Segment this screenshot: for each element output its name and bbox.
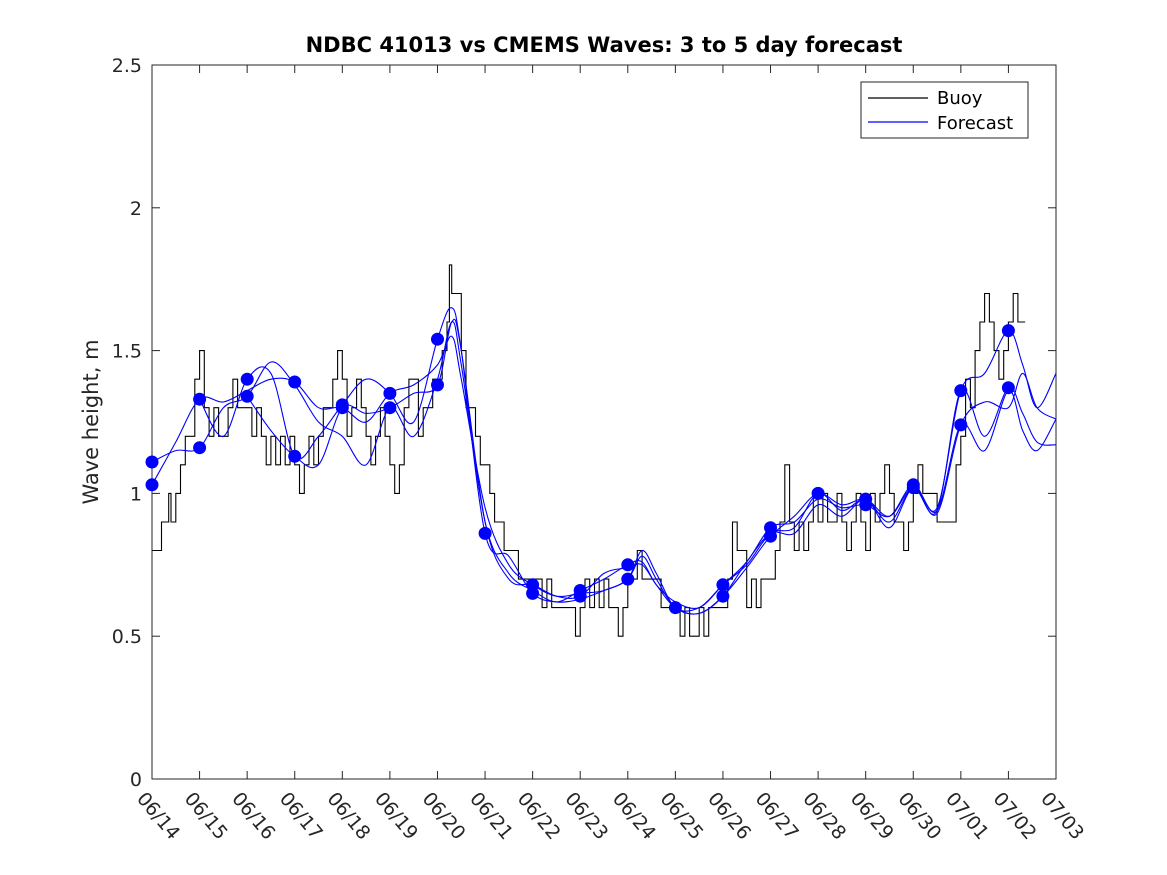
forecast-marker: [716, 589, 730, 603]
y-tick-label: 0.5: [112, 626, 142, 648]
legend-buoy-label: Buoy: [937, 88, 983, 109]
forecast-marker: [621, 572, 635, 586]
forecast-marker: [954, 384, 968, 398]
forecast-marker: [288, 375, 302, 389]
buoy-series-layer: [152, 264, 1026, 637]
legend: Buoy Forecast: [860, 81, 1029, 139]
chart-title: NDBC 41013 vs CMEMS Waves: 3 to 5 day fo…: [306, 33, 903, 57]
y-tick-label: 2: [130, 198, 142, 220]
forecast-marker: [383, 386, 397, 400]
forecast-marker: [335, 401, 349, 415]
forecast-marker: [240, 372, 254, 386]
forecast-marker: [1001, 324, 1015, 338]
forecast-marker: [621, 558, 635, 572]
forecast-marker: [573, 589, 587, 603]
forecast-marker: [811, 486, 825, 500]
legend-box: [860, 81, 1029, 139]
forecast-marker: [526, 586, 540, 600]
forecast-marker: [764, 529, 777, 543]
axes-box: [151, 64, 1057, 780]
forecast-marker: [1001, 381, 1015, 395]
forecast-marker: [668, 601, 682, 615]
forecast-marker: [193, 392, 207, 406]
y-tick-label: 0: [130, 769, 142, 791]
forecast-marker: [954, 418, 968, 432]
forecast-marker: [193, 441, 207, 455]
legend-forecast-label: Forecast: [937, 113, 1013, 134]
y-axis-ticks: 0 0.5 1 1.5 2 2.5: [112, 55, 1056, 791]
forecast-marker: [716, 578, 730, 592]
y-tick-label: 1.5: [112, 341, 142, 363]
forecast-line: [151, 321, 1057, 610]
forecast-marker: [431, 332, 444, 346]
forecast-marker: [383, 401, 397, 415]
y-axis-label: Wave height, m: [79, 339, 103, 504]
forecast-marker: [240, 389, 254, 403]
forecast-marker-layer: [145, 324, 1015, 615]
forecast-marker: [906, 481, 920, 495]
plot-area: [145, 64, 1057, 780]
y-tick-label: 2.5: [112, 55, 142, 77]
forecast-marker: [478, 526, 492, 540]
forecast-marker: [145, 478, 159, 492]
forecast-marker: [859, 498, 873, 512]
forecast-marker: [288, 449, 302, 463]
buoy-line: [152, 264, 1026, 637]
forecast-marker: [145, 455, 159, 469]
forecast-marker: [431, 378, 444, 392]
y-tick-label: 1: [130, 483, 142, 505]
